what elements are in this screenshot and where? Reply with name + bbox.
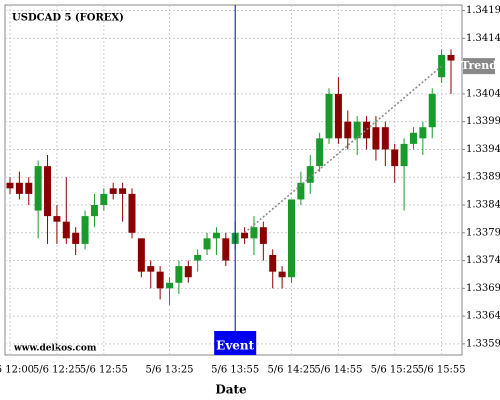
- candle-body: [147, 266, 155, 272]
- candle-body: [287, 199, 295, 278]
- x-tick-label: 5/6 13:25: [145, 365, 193, 376]
- candle-body: [100, 193, 108, 205]
- x-tick-label: 5/6 12:55: [80, 365, 128, 376]
- watermark: www.delkos.com: [13, 344, 97, 354]
- trend-label: Trend: [461, 59, 497, 72]
- candle-body: [259, 227, 267, 244]
- y-tick-label: 1.3394: [466, 144, 500, 155]
- candle-body: [316, 138, 324, 167]
- candle-body: [62, 221, 70, 239]
- event-label: Event: [216, 339, 254, 353]
- candle-body: [222, 238, 230, 261]
- event-box: [214, 331, 257, 355]
- candle-body: [409, 132, 417, 144]
- candle-body: [25, 182, 33, 194]
- trend-box: [463, 58, 495, 75]
- candle-body: [109, 188, 117, 194]
- candle-body: [34, 166, 42, 211]
- x-tick-label: 5/6 13:55: [211, 365, 259, 376]
- candle-body: [391, 149, 399, 167]
- candle-body: [353, 121, 361, 139]
- candle-body: [6, 182, 14, 189]
- candle-body: [428, 93, 436, 128]
- y-tick-label: 1.3399: [466, 116, 500, 127]
- x-tick-label: 5/6 14:25: [267, 365, 315, 376]
- candle-body: [184, 266, 192, 278]
- candle-body: [372, 127, 380, 150]
- candle-body: [381, 127, 389, 150]
- candle-body: [128, 193, 136, 233]
- y-tick-label: 1.3379: [466, 227, 500, 238]
- candle-body: [194, 255, 202, 261]
- candle-body: [447, 55, 455, 61]
- candle-body: [400, 143, 408, 167]
- y-tick-label: 1.3419: [466, 5, 500, 16]
- x-tick-label: 5/6 15:55: [418, 365, 466, 376]
- candle-body: [325, 93, 333, 139]
- y-tick-label: 1.3364: [466, 311, 500, 322]
- candle-body: [419, 127, 427, 139]
- candle-body: [241, 232, 249, 239]
- candle-body: [203, 238, 211, 250]
- plot-frame: [4, 4, 463, 356]
- candle-body: [250, 227, 258, 239]
- candle-body: [363, 121, 371, 139]
- candle-body: [212, 232, 220, 239]
- x-tick-label: 5/6 15:25: [371, 365, 419, 376]
- candle-body: [119, 188, 127, 194]
- candle-body: [72, 232, 80, 244]
- y-tick-label: 1.3414: [466, 33, 500, 44]
- candle-body: [334, 93, 342, 139]
- candle-body: [344, 121, 352, 139]
- y-tick-label: 1.3359: [466, 338, 500, 349]
- candle-body: [438, 55, 446, 78]
- candle-body: [269, 255, 277, 272]
- candle-body: [306, 166, 314, 183]
- candle-body: [297, 182, 305, 200]
- candle-body: [156, 271, 164, 289]
- y-tick-label: 1.3374: [466, 255, 500, 266]
- candle-body: [166, 282, 174, 289]
- trend-line: [244, 65, 443, 234]
- candle-body: [137, 238, 145, 272]
- candle-body: [44, 166, 52, 217]
- candle-body: [278, 271, 286, 278]
- y-tick-label: 1.3404: [466, 88, 500, 99]
- candle-body: [90, 205, 98, 217]
- candle-body: [81, 216, 89, 244]
- candle-body: [175, 266, 183, 283]
- chart-title: USDCAD 5 (FOREX): [12, 13, 124, 24]
- y-tick-label: 1.3369: [466, 283, 500, 294]
- y-tick-label: 1.3384: [466, 200, 500, 211]
- x-tick-label: 5/6 14:55: [314, 365, 362, 376]
- y-tick-label: 1.3389: [466, 172, 500, 183]
- candle-body: [15, 182, 23, 194]
- x-tick-label: 5/6 12:25: [33, 365, 81, 376]
- x-axis-label: Date: [215, 383, 247, 397]
- x-tick-label: 5/6 12:00: [0, 365, 34, 376]
- candle-body: [53, 216, 61, 222]
